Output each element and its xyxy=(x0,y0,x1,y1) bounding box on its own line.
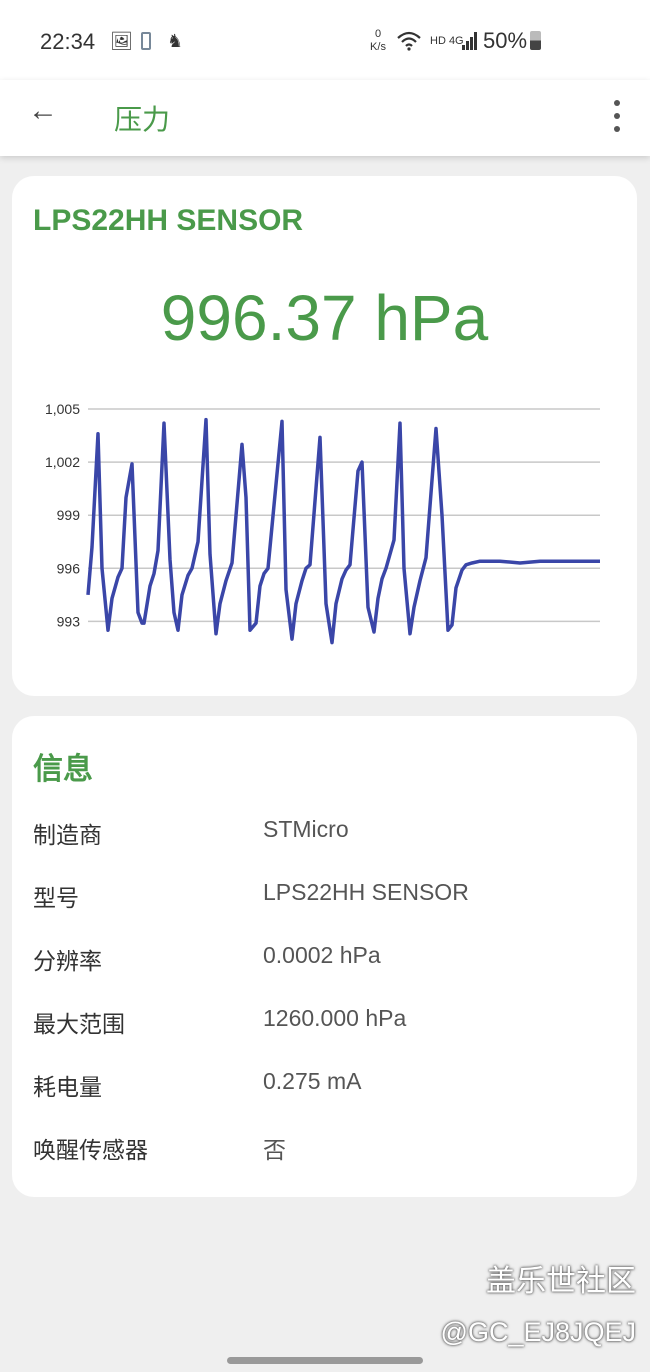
home-indicator[interactable] xyxy=(227,1357,423,1364)
info-value: LPS22HH SENSOR xyxy=(263,879,469,905)
network-type: HD 4G xyxy=(430,35,464,47)
battery-icon xyxy=(530,31,541,50)
wifi-icon xyxy=(397,31,421,51)
info-value: 0.275 mA xyxy=(263,1068,362,1094)
info-value: 1260.000 hPa xyxy=(263,1005,407,1031)
battery-saver-icon xyxy=(141,32,151,50)
y-tick-label: 1,002 xyxy=(45,454,80,470)
net-speed: 0 K/s xyxy=(366,28,390,54)
battery-level: 50% xyxy=(483,28,528,53)
y-tick-label: 999 xyxy=(57,507,81,523)
pressure-series-line xyxy=(86,417,600,645)
info-label: 制造商 xyxy=(33,822,102,848)
info-value: 否 xyxy=(263,1137,286,1163)
gallery-icon: 🖼 xyxy=(110,31,133,51)
info-label: 耗电量 xyxy=(33,1074,102,1100)
more-options-icon[interactable] xyxy=(614,100,620,132)
net-speed-unit: K/s xyxy=(370,41,386,53)
notification-icon: ♞ xyxy=(167,31,184,51)
sensor-title: LPS22HH SENSOR xyxy=(33,204,304,237)
status-bar: 22:34 🖼 ♞ 0 K/s HD 4G 50% xyxy=(0,0,650,80)
watermark-brand: 盖乐世社区 xyxy=(486,1265,636,1298)
y-tick-label: 1,005 xyxy=(45,401,80,417)
info-title: 信息 xyxy=(33,753,93,786)
watermark-user: @GC_EJ8JQEJ xyxy=(440,1317,636,1347)
sensor-card: LPS22HH SENSOR 996.37 hPa 1,005 1,002 999 9… xyxy=(12,176,637,696)
page-title: 压力 xyxy=(114,104,171,135)
y-tick-label: 996 xyxy=(57,560,81,576)
y-tick-label: 993 xyxy=(57,613,81,629)
status-time: 22:34 xyxy=(40,29,96,54)
pressure-chart: 1,005 1,002 999 996 993 xyxy=(45,401,600,645)
signal-icon xyxy=(462,32,478,50)
info-label: 唤醒传感器 xyxy=(33,1137,148,1163)
info-label: 最大范围 xyxy=(33,1011,125,1037)
back-arrow-icon[interactable]: ← xyxy=(28,94,58,127)
info-value: STMicro xyxy=(263,816,349,842)
info-label: 分辨率 xyxy=(33,948,102,974)
pressure-value: 996.37 hPa xyxy=(160,282,489,354)
info-label: 型号 xyxy=(33,885,79,911)
info-value: 0.0002 hPa xyxy=(263,942,381,968)
app-bar: ← 压力 xyxy=(0,80,650,156)
net-speed-value: 0 xyxy=(374,28,382,40)
info-card: 信息 制造商 STMicro 型号 LPS22HH SENSOR 分辨率 0.0002 h… xyxy=(12,716,637,1197)
